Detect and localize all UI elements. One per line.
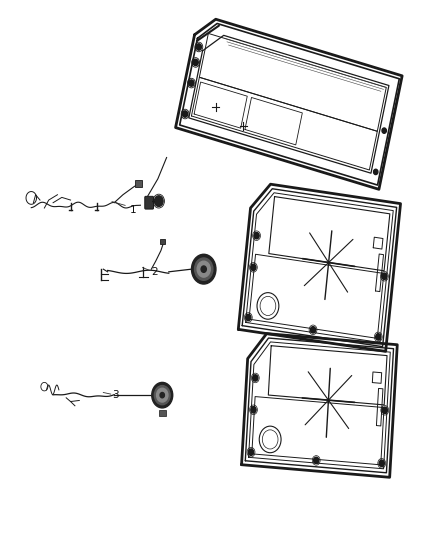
Circle shape bbox=[201, 266, 206, 272]
Circle shape bbox=[314, 457, 319, 464]
Circle shape bbox=[194, 258, 213, 280]
Circle shape bbox=[382, 407, 387, 414]
Circle shape bbox=[254, 232, 259, 239]
Circle shape bbox=[374, 169, 378, 175]
Circle shape bbox=[154, 385, 170, 405]
Circle shape bbox=[246, 314, 251, 321]
Circle shape bbox=[311, 327, 316, 333]
Circle shape bbox=[197, 261, 210, 277]
Circle shape bbox=[189, 80, 194, 86]
Circle shape bbox=[156, 388, 168, 402]
Bar bbox=[135, 180, 142, 187]
Circle shape bbox=[160, 392, 164, 398]
Circle shape bbox=[154, 196, 163, 206]
Circle shape bbox=[376, 334, 381, 340]
Circle shape bbox=[382, 128, 386, 133]
FancyBboxPatch shape bbox=[145, 196, 153, 209]
Circle shape bbox=[191, 254, 216, 284]
Bar bbox=[160, 239, 165, 244]
Circle shape bbox=[193, 59, 198, 66]
Circle shape bbox=[253, 375, 258, 381]
Circle shape bbox=[183, 111, 188, 117]
Text: 3: 3 bbox=[112, 390, 119, 400]
Circle shape bbox=[379, 460, 384, 466]
Circle shape bbox=[251, 264, 256, 271]
Bar bbox=[159, 409, 166, 416]
Text: 1: 1 bbox=[130, 205, 136, 215]
Circle shape bbox=[152, 382, 173, 408]
Circle shape bbox=[248, 449, 254, 455]
Circle shape bbox=[251, 407, 256, 413]
Circle shape bbox=[196, 44, 201, 50]
Circle shape bbox=[382, 273, 387, 279]
Text: 2: 2 bbox=[151, 267, 158, 277]
